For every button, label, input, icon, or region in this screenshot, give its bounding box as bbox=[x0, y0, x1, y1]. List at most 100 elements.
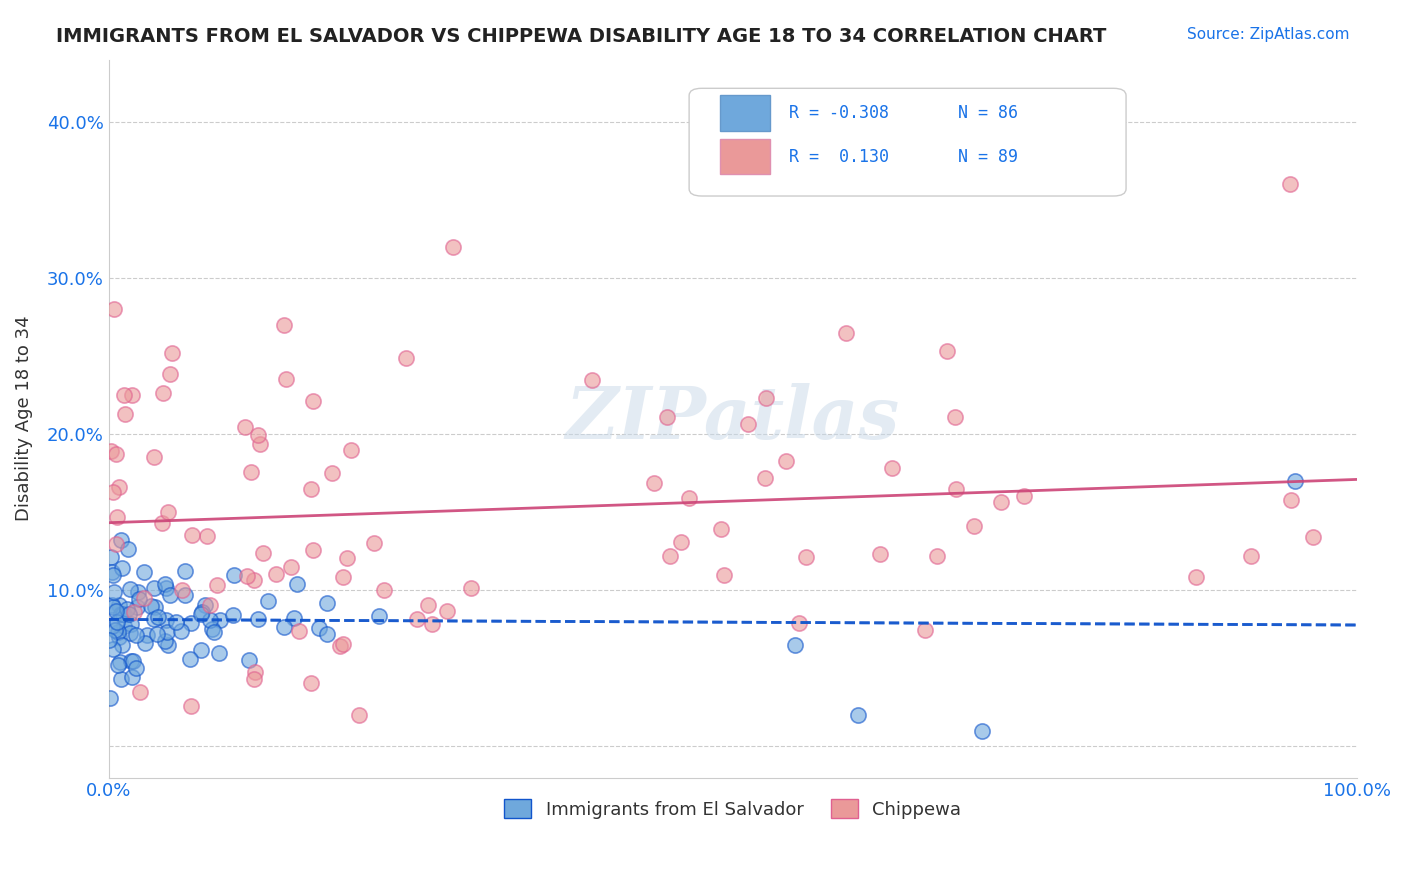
Chippewa bbox=[443, 240, 465, 254]
Immigrants from El Salvador bbox=[121, 670, 143, 684]
Chippewa bbox=[460, 581, 482, 595]
Chippewa bbox=[252, 546, 274, 560]
Chippewa bbox=[835, 326, 858, 340]
Immigrants from El Salvador bbox=[135, 628, 157, 642]
Chippewa bbox=[787, 616, 810, 631]
Immigrants from El Salvador bbox=[155, 576, 177, 591]
Immigrants from El Salvador bbox=[159, 588, 181, 602]
Chippewa bbox=[287, 624, 309, 638]
Text: N = 86: N = 86 bbox=[957, 104, 1018, 122]
Chippewa bbox=[112, 388, 135, 402]
Immigrants from El Salvador bbox=[247, 612, 270, 626]
Chippewa bbox=[332, 570, 354, 584]
Chippewa bbox=[332, 637, 354, 651]
Immigrants from El Salvador bbox=[368, 609, 391, 624]
Immigrants from El Salvador bbox=[134, 636, 156, 650]
Immigrants from El Salvador bbox=[107, 625, 129, 640]
Chippewa bbox=[678, 491, 700, 505]
Immigrants from El Salvador bbox=[132, 565, 155, 579]
Chippewa bbox=[1240, 549, 1263, 564]
Immigrants from El Salvador bbox=[127, 585, 149, 599]
Chippewa bbox=[160, 346, 183, 360]
Chippewa bbox=[1302, 531, 1324, 545]
Chippewa bbox=[754, 471, 776, 485]
Immigrants from El Salvador bbox=[117, 602, 139, 616]
Chippewa bbox=[936, 344, 959, 359]
Immigrants from El Salvador bbox=[107, 657, 129, 672]
Chippewa bbox=[416, 599, 439, 613]
Chippewa bbox=[1278, 178, 1301, 192]
Legend: Immigrants from El Salvador, Chippewa: Immigrants from El Salvador, Chippewa bbox=[498, 792, 969, 826]
Chippewa bbox=[794, 549, 817, 564]
Chippewa bbox=[962, 519, 984, 533]
Immigrants from El Salvador bbox=[120, 617, 142, 632]
Chippewa bbox=[107, 509, 129, 524]
Chippewa bbox=[273, 318, 295, 332]
Chippewa bbox=[373, 582, 395, 597]
Chippewa bbox=[1184, 570, 1206, 584]
Chippewa bbox=[134, 591, 156, 605]
Immigrants from El Salvador bbox=[256, 594, 278, 608]
Text: R = -0.308: R = -0.308 bbox=[789, 104, 889, 122]
Immigrants from El Salvador bbox=[128, 592, 150, 607]
Chippewa bbox=[713, 567, 735, 582]
Chippewa bbox=[159, 367, 181, 381]
Immigrants from El Salvador bbox=[846, 708, 869, 723]
Immigrants from El Salvador bbox=[111, 561, 134, 575]
Text: R =  0.130: R = 0.130 bbox=[789, 147, 889, 166]
Immigrants from El Salvador bbox=[142, 582, 165, 596]
Immigrants from El Salvador bbox=[105, 615, 128, 629]
Chippewa bbox=[181, 528, 204, 542]
Chippewa bbox=[170, 582, 193, 597]
Immigrants from El Salvador bbox=[273, 620, 295, 634]
Immigrants from El Salvador bbox=[146, 627, 169, 641]
Immigrants from El Salvador bbox=[194, 599, 217, 613]
Chippewa bbox=[643, 475, 665, 490]
Bar bbox=[720, 138, 770, 175]
Chippewa bbox=[914, 624, 936, 638]
Immigrants from El Salvador bbox=[174, 588, 197, 602]
Immigrants from El Salvador bbox=[110, 533, 132, 547]
Chippewa bbox=[243, 672, 266, 686]
Immigrants from El Salvador bbox=[155, 581, 177, 595]
Immigrants from El Salvador bbox=[100, 619, 122, 633]
Chippewa bbox=[943, 410, 966, 425]
Immigrants from El Salvador bbox=[143, 600, 166, 615]
Chippewa bbox=[104, 536, 127, 550]
Chippewa bbox=[329, 639, 352, 653]
Immigrants from El Salvador bbox=[283, 611, 305, 625]
Chippewa bbox=[200, 598, 222, 612]
Immigrants from El Salvador bbox=[165, 615, 187, 629]
Immigrants from El Salvador bbox=[108, 630, 131, 644]
Immigrants from El Salvador bbox=[190, 607, 212, 621]
Chippewa bbox=[264, 566, 287, 581]
Bar bbox=[720, 95, 770, 131]
Immigrants from El Salvador bbox=[179, 652, 201, 666]
Chippewa bbox=[239, 465, 262, 479]
Immigrants from El Salvador bbox=[180, 615, 202, 630]
Chippewa bbox=[274, 372, 297, 386]
Immigrants from El Salvador bbox=[285, 577, 308, 591]
Immigrants from El Salvador bbox=[174, 565, 197, 579]
Immigrants from El Salvador bbox=[153, 634, 176, 648]
Immigrants from El Salvador bbox=[101, 598, 124, 612]
Chippewa bbox=[129, 685, 152, 699]
Chippewa bbox=[105, 447, 128, 461]
Immigrants from El Salvador bbox=[155, 613, 177, 627]
Chippewa bbox=[103, 484, 125, 499]
Chippewa bbox=[1012, 489, 1035, 503]
Chippewa bbox=[243, 665, 266, 679]
Chippewa bbox=[143, 450, 166, 464]
Immigrants from El Salvador bbox=[785, 639, 807, 653]
Chippewa bbox=[301, 394, 323, 409]
Text: N = 89: N = 89 bbox=[957, 147, 1018, 166]
Chippewa bbox=[1279, 492, 1302, 507]
Immigrants from El Salvador bbox=[125, 661, 148, 675]
Chippewa bbox=[107, 480, 129, 494]
FancyBboxPatch shape bbox=[689, 88, 1126, 196]
Chippewa bbox=[249, 437, 271, 451]
Immigrants from El Salvador bbox=[224, 568, 246, 582]
Chippewa bbox=[195, 529, 218, 543]
Immigrants from El Salvador bbox=[105, 604, 128, 618]
Immigrants from El Salvador bbox=[315, 627, 337, 641]
